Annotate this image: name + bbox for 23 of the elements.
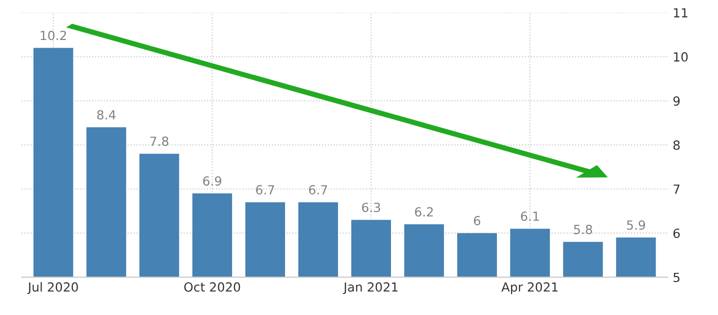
data-label: 10.2 bbox=[40, 30, 66, 40]
y-tick-label: 5 bbox=[674, 272, 680, 282]
data-label: 6.1 bbox=[520, 212, 539, 221]
data-label: 6 bbox=[474, 216, 480, 226]
x-tick-label: Jul 2020 bbox=[27, 282, 78, 294]
data-label: 7.8 bbox=[150, 136, 168, 146]
y-tick-label: 6 bbox=[673, 228, 680, 238]
data-label: 6.7 bbox=[309, 185, 328, 195]
data-label: 6.7 bbox=[256, 185, 274, 195]
data-label: 6.3 bbox=[362, 202, 380, 212]
data-label: 5.8 bbox=[574, 224, 592, 234]
y-tick-label: 9 bbox=[673, 96, 680, 106]
x-tick-label: Jan 2021 bbox=[342, 282, 398, 294]
data-label: 6.9 bbox=[203, 176, 222, 186]
data-label: 8.4 bbox=[97, 110, 116, 120]
data-label: 6.2 bbox=[415, 207, 433, 217]
y-tick-label: 11 bbox=[674, 8, 688, 18]
x-tick-label: Apr 2021 bbox=[501, 282, 558, 294]
y-tick-label: 8 bbox=[673, 140, 680, 150]
data-label: 5.9 bbox=[626, 220, 646, 230]
x-tick-label: Oct 2020 bbox=[184, 282, 240, 292]
y-tick-label: 7 bbox=[674, 184, 680, 194]
y-tick-label: 10 bbox=[674, 52, 688, 62]
